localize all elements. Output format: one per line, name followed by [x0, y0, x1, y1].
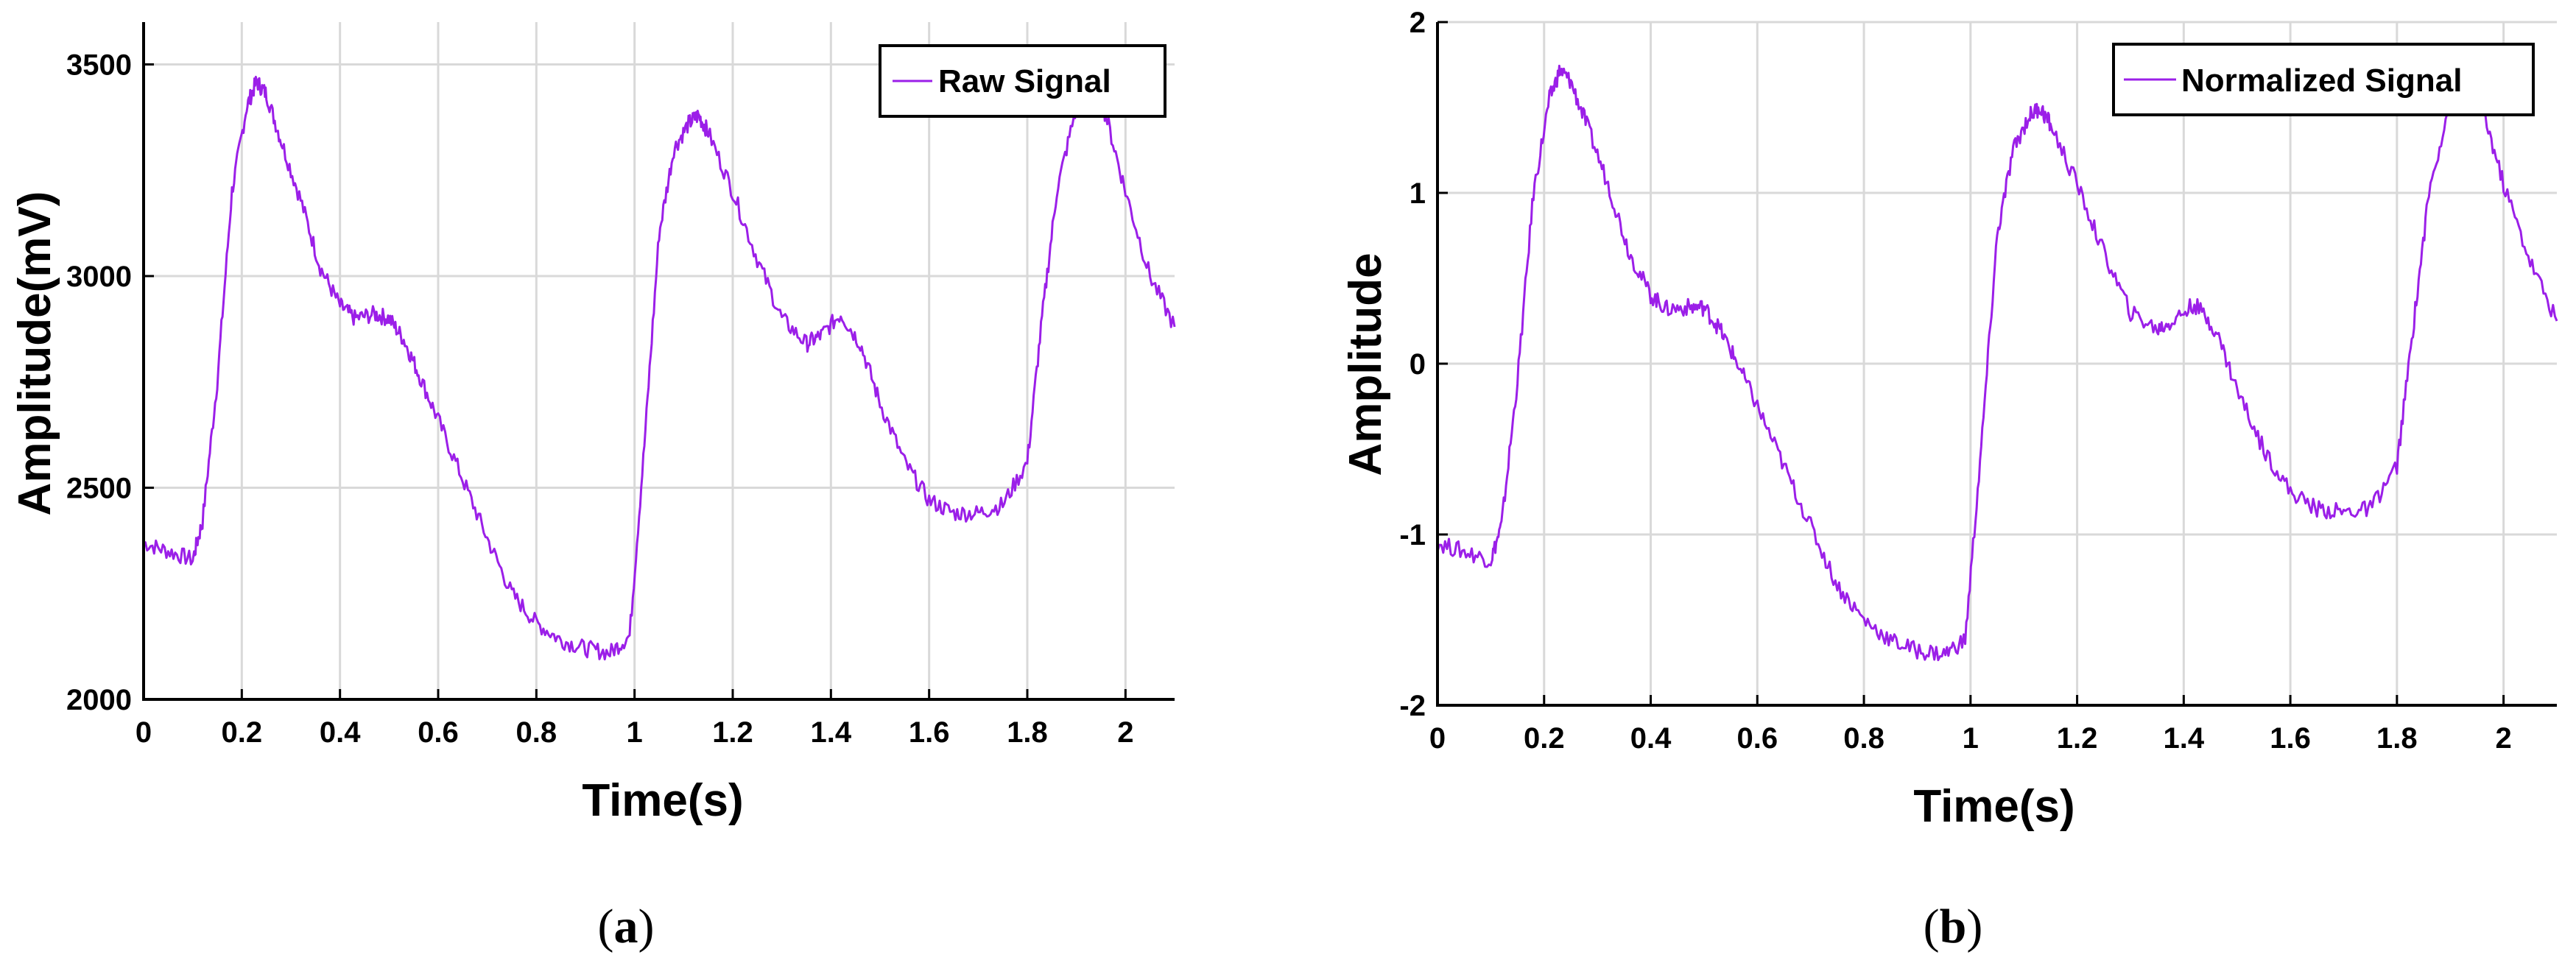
- series-group-a: [143, 75, 1176, 661]
- y-tick-labels-a: 2000 2500 3000 3500: [66, 49, 154, 716]
- legend-box-b: [2112, 43, 2535, 116]
- x-tick-label-a: 1.6: [909, 716, 950, 749]
- x-tick-label-a: 0: [136, 716, 152, 749]
- y-tick-label-b: -2: [1399, 690, 1426, 722]
- x-tick-label-a: 1.8: [1007, 716, 1048, 749]
- legend-b: Normalized Signal: [2112, 43, 2535, 116]
- series-line-a: [143, 75, 1176, 661]
- x-tick-label-a: 0.8: [516, 716, 557, 749]
- y-tick-label-a: 2500: [66, 473, 132, 505]
- x-tick-label-b: 1: [1963, 722, 1979, 755]
- x-tick-label-b: 0.2: [1524, 722, 1565, 755]
- x-tick-labels-a: 0 0.2 0.4 0.6 0.8 1 1.2 1.4 1.6 1.8 2: [136, 689, 1133, 749]
- y-tick-label-b: 0: [1410, 348, 1426, 381]
- legend-label-raw-signal: Raw Signal: [938, 63, 1111, 99]
- x-tick-label-b: 0.8: [1843, 722, 1885, 755]
- caption-a: (a): [598, 900, 655, 953]
- x-tick-label-b: 1.4: [2164, 722, 2205, 755]
- chart-panel-a: 0 0.2 0.4 0.6 0.8 1 1.2 1.4 1.6 1.8 2 2000 2500 3000…: [10, 22, 1176, 953]
- x-tick-label-a: 1.4: [811, 716, 852, 749]
- x-tick-label-b: 0.6: [1736, 722, 1778, 755]
- y-tick-labels-b: -2 -1 0 1 2: [1399, 7, 1448, 722]
- x-tick-labels-b: 0 0.2 0.4 0.6 0.8 1 1.2 1.4 1.6 1.8 2: [1429, 695, 2512, 755]
- x-tick-label-a: 0.4: [320, 716, 361, 749]
- legend-a: Raw Signal: [879, 44, 1166, 118]
- x-axis-label-b: Time(s): [1913, 781, 2074, 832]
- caption-letter-a: a: [614, 900, 638, 953]
- y-tick-label-a: 3000: [66, 261, 132, 293]
- x-axis-label-a: Time(s): [582, 775, 743, 826]
- plot-area-a: [144, 22, 1175, 699]
- x-tick-label-a: 0.2: [222, 716, 263, 749]
- caption-b: (b): [1924, 900, 1983, 953]
- x-tick-label-a: 0.6: [418, 716, 459, 749]
- x-tick-label-b: 1.8: [2376, 722, 2418, 755]
- grid-b: [1437, 21, 2557, 705]
- x-tick-label-b: 0.4: [1630, 722, 1672, 755]
- x-tick-label-b: 1.6: [2270, 722, 2311, 755]
- chart-panel-b: 0 0.2 0.4 0.6 0.8 1 1.2 1.4 1.6 1.8 2 -2 -1 0 1 2 Norm…: [1340, 7, 2558, 953]
- x-tick-label-a: 2: [1117, 716, 1133, 749]
- x-tick-label-b: 1.2: [2057, 722, 2098, 755]
- x-tick-label-a: 1.2: [712, 716, 753, 749]
- x-tick-label-b: 2: [2495, 722, 2511, 755]
- y-tick-label-a: 3500: [66, 49, 132, 82]
- x-tick-label-b: 0: [1429, 722, 1446, 755]
- series-line-b: [1436, 63, 2558, 662]
- y-tick-label-b: -1: [1399, 519, 1426, 551]
- y-tick-label-a: 2000: [66, 684, 132, 716]
- x-tick-label-a: 1: [627, 716, 643, 749]
- y-axis-label-a: Amplitude(mV): [10, 191, 60, 516]
- caption-letter-b: b: [1940, 900, 1967, 953]
- y-axis-label-b: Amplitude: [1340, 253, 1391, 476]
- y-tick-label-b: 2: [1410, 7, 1426, 39]
- series-group-b: [1436, 63, 2558, 662]
- y-tick-label-b: 1: [1410, 177, 1426, 210]
- legend-label-normalized-signal: Normalized Signal: [2181, 63, 2462, 99]
